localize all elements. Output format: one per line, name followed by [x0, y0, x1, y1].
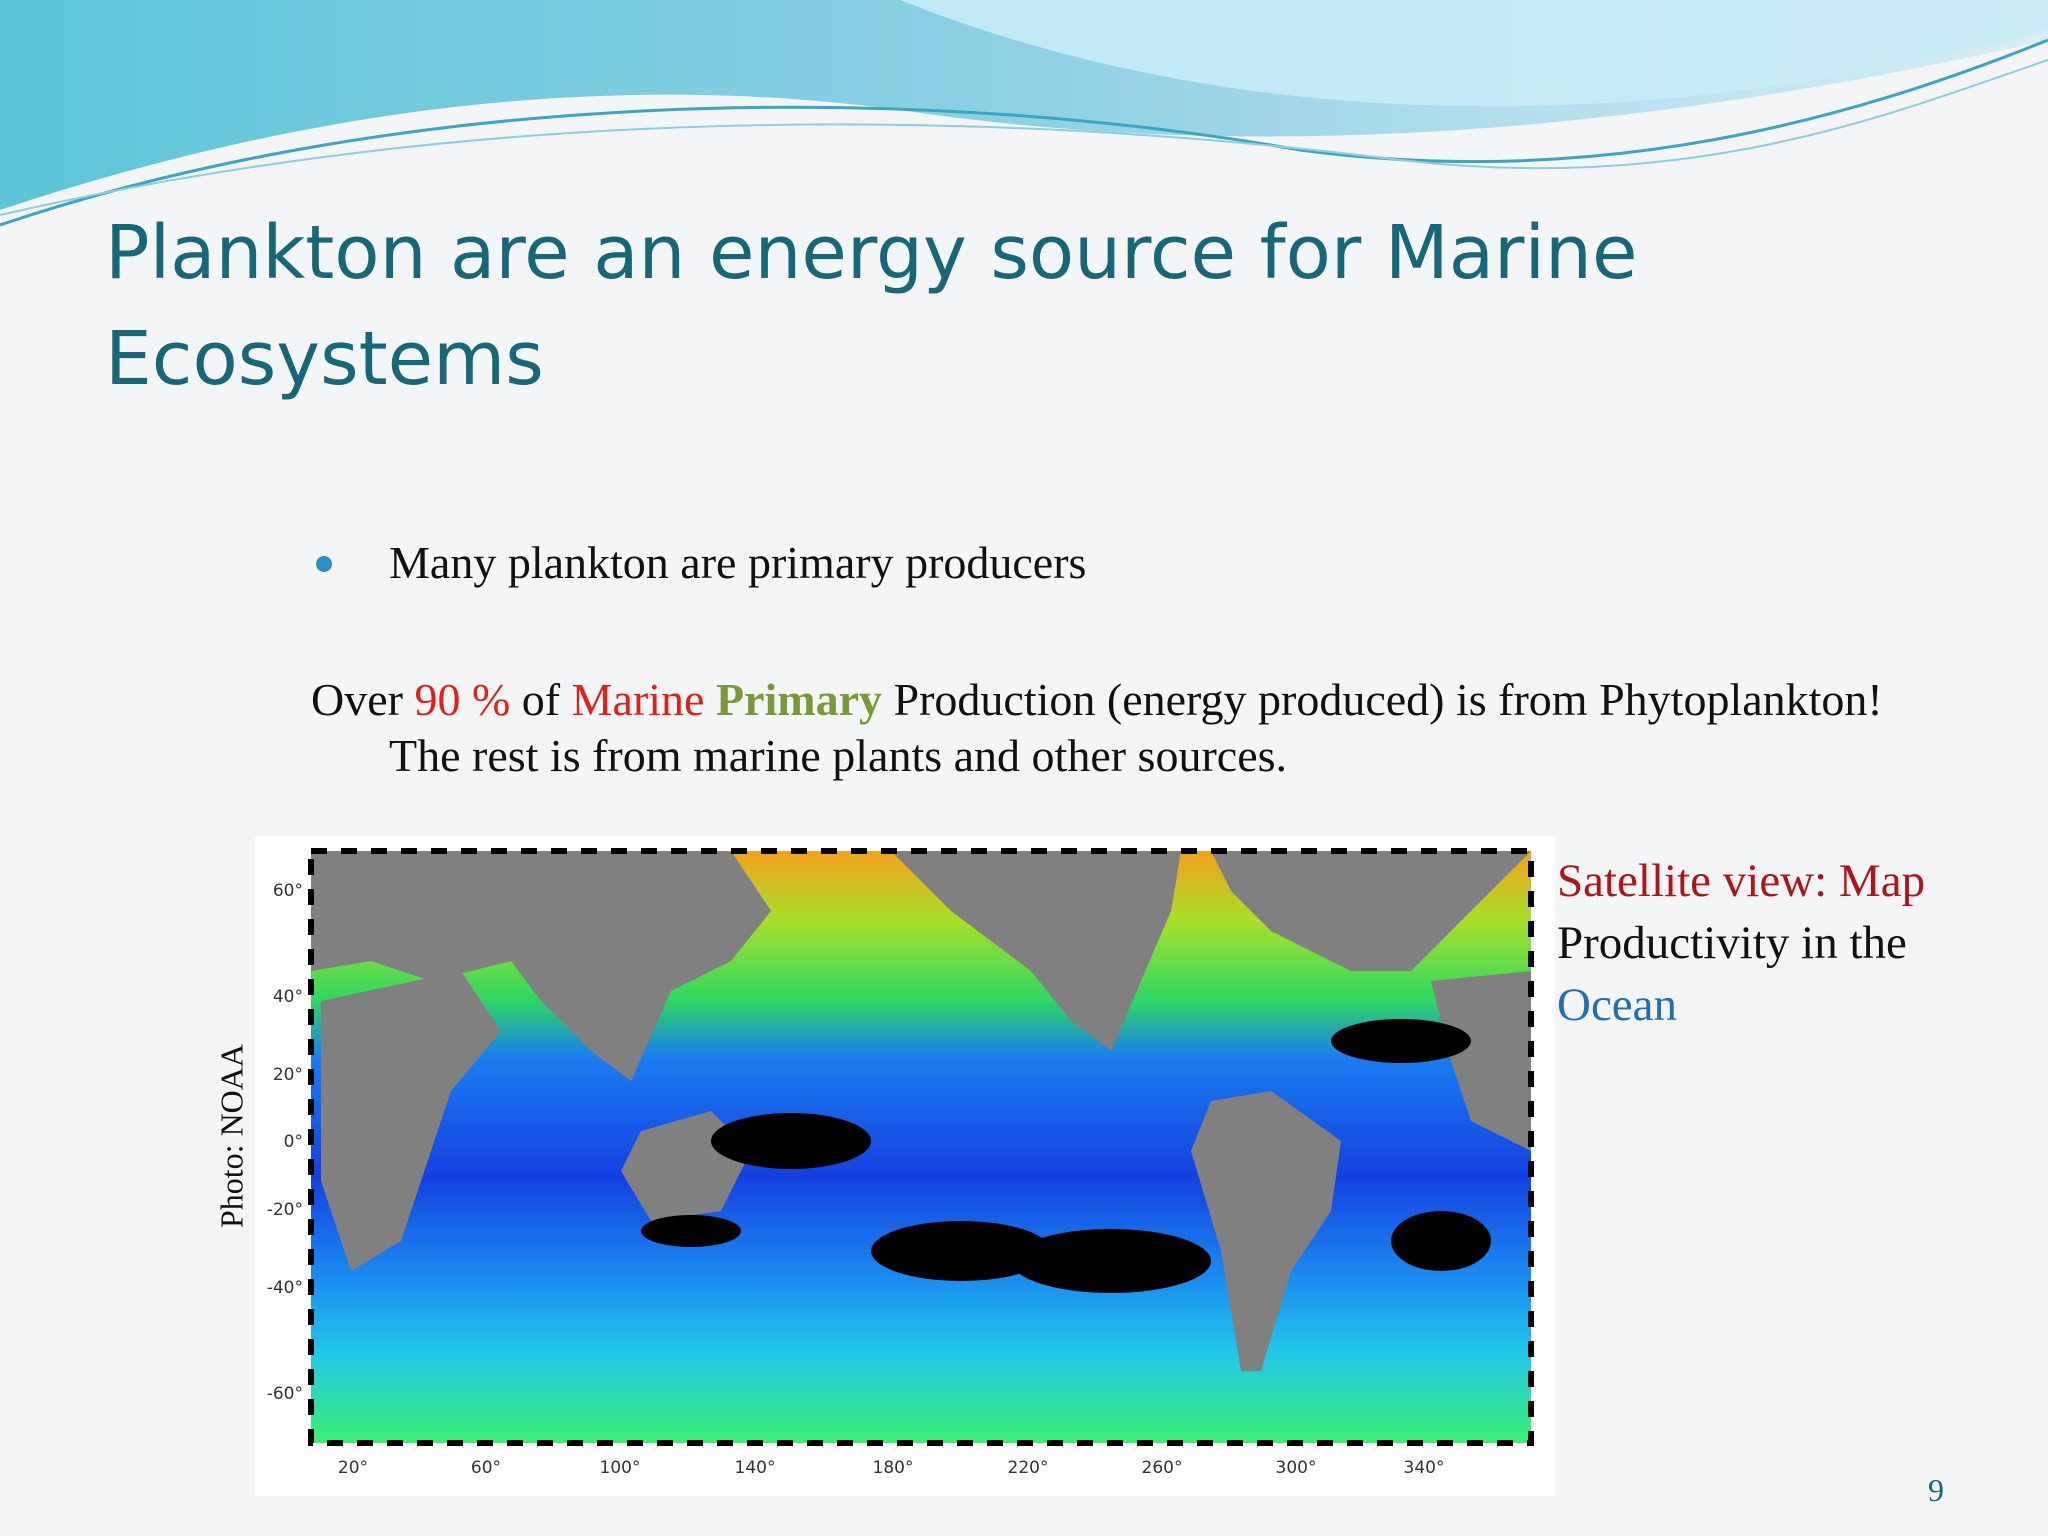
lon-label: 20°	[338, 1458, 368, 1478]
caption: Satellite view: Map Productivity in the …	[1557, 850, 1925, 1036]
text: Production (energy produced) is from Phy…	[389, 674, 1883, 781]
text: 90 %	[414, 674, 511, 725]
paragraph: Over 90 % of Marine Primary Production (…	[311, 672, 1949, 784]
text: of	[510, 674, 572, 725]
text: Over	[311, 674, 415, 725]
lat-label: 20°	[273, 1065, 303, 1085]
lat-label: 40°	[273, 987, 303, 1007]
lat-label: 60°	[273, 881, 303, 901]
caption-line: Satellite view: Map	[1557, 855, 1926, 907]
text	[704, 674, 716, 725]
page-number: 9	[1928, 1472, 1944, 1508]
productivity-map: 60° 40° 20° 0° -20° -40° -60° 20° 60° 10…	[255, 836, 1555, 1496]
lon-label: 60°	[471, 1458, 501, 1478]
photo-credit: Photo: NOAA	[213, 1043, 250, 1229]
wave-header	[0, 0, 2048, 227]
lon-label: 140°	[735, 1458, 776, 1478]
bullet-dot	[316, 556, 332, 572]
lon-label: 300°	[1276, 1458, 1317, 1478]
text: Marine	[571, 674, 705, 725]
lon-label: 220°	[1008, 1458, 1049, 1478]
lat-label: -60°	[267, 1384, 303, 1404]
lat-label: 0°	[284, 1132, 303, 1152]
lon-label: 100°	[600, 1458, 641, 1478]
lat-label: -20°	[267, 1200, 303, 1220]
caption-line: Ocean	[1557, 979, 1678, 1031]
lon-label: 340°	[1404, 1458, 1445, 1478]
lon-label: 180°	[873, 1458, 914, 1478]
caption-line: Productivity in the	[1557, 917, 1907, 969]
bullet: Many plankton are primary producers	[389, 537, 1087, 588]
lat-label: -40°	[267, 1278, 303, 1298]
title: Plankton are an energy source for Marine…	[105, 210, 1638, 402]
text: Primary	[715, 674, 882, 725]
lon-label: 260°	[1142, 1458, 1183, 1478]
